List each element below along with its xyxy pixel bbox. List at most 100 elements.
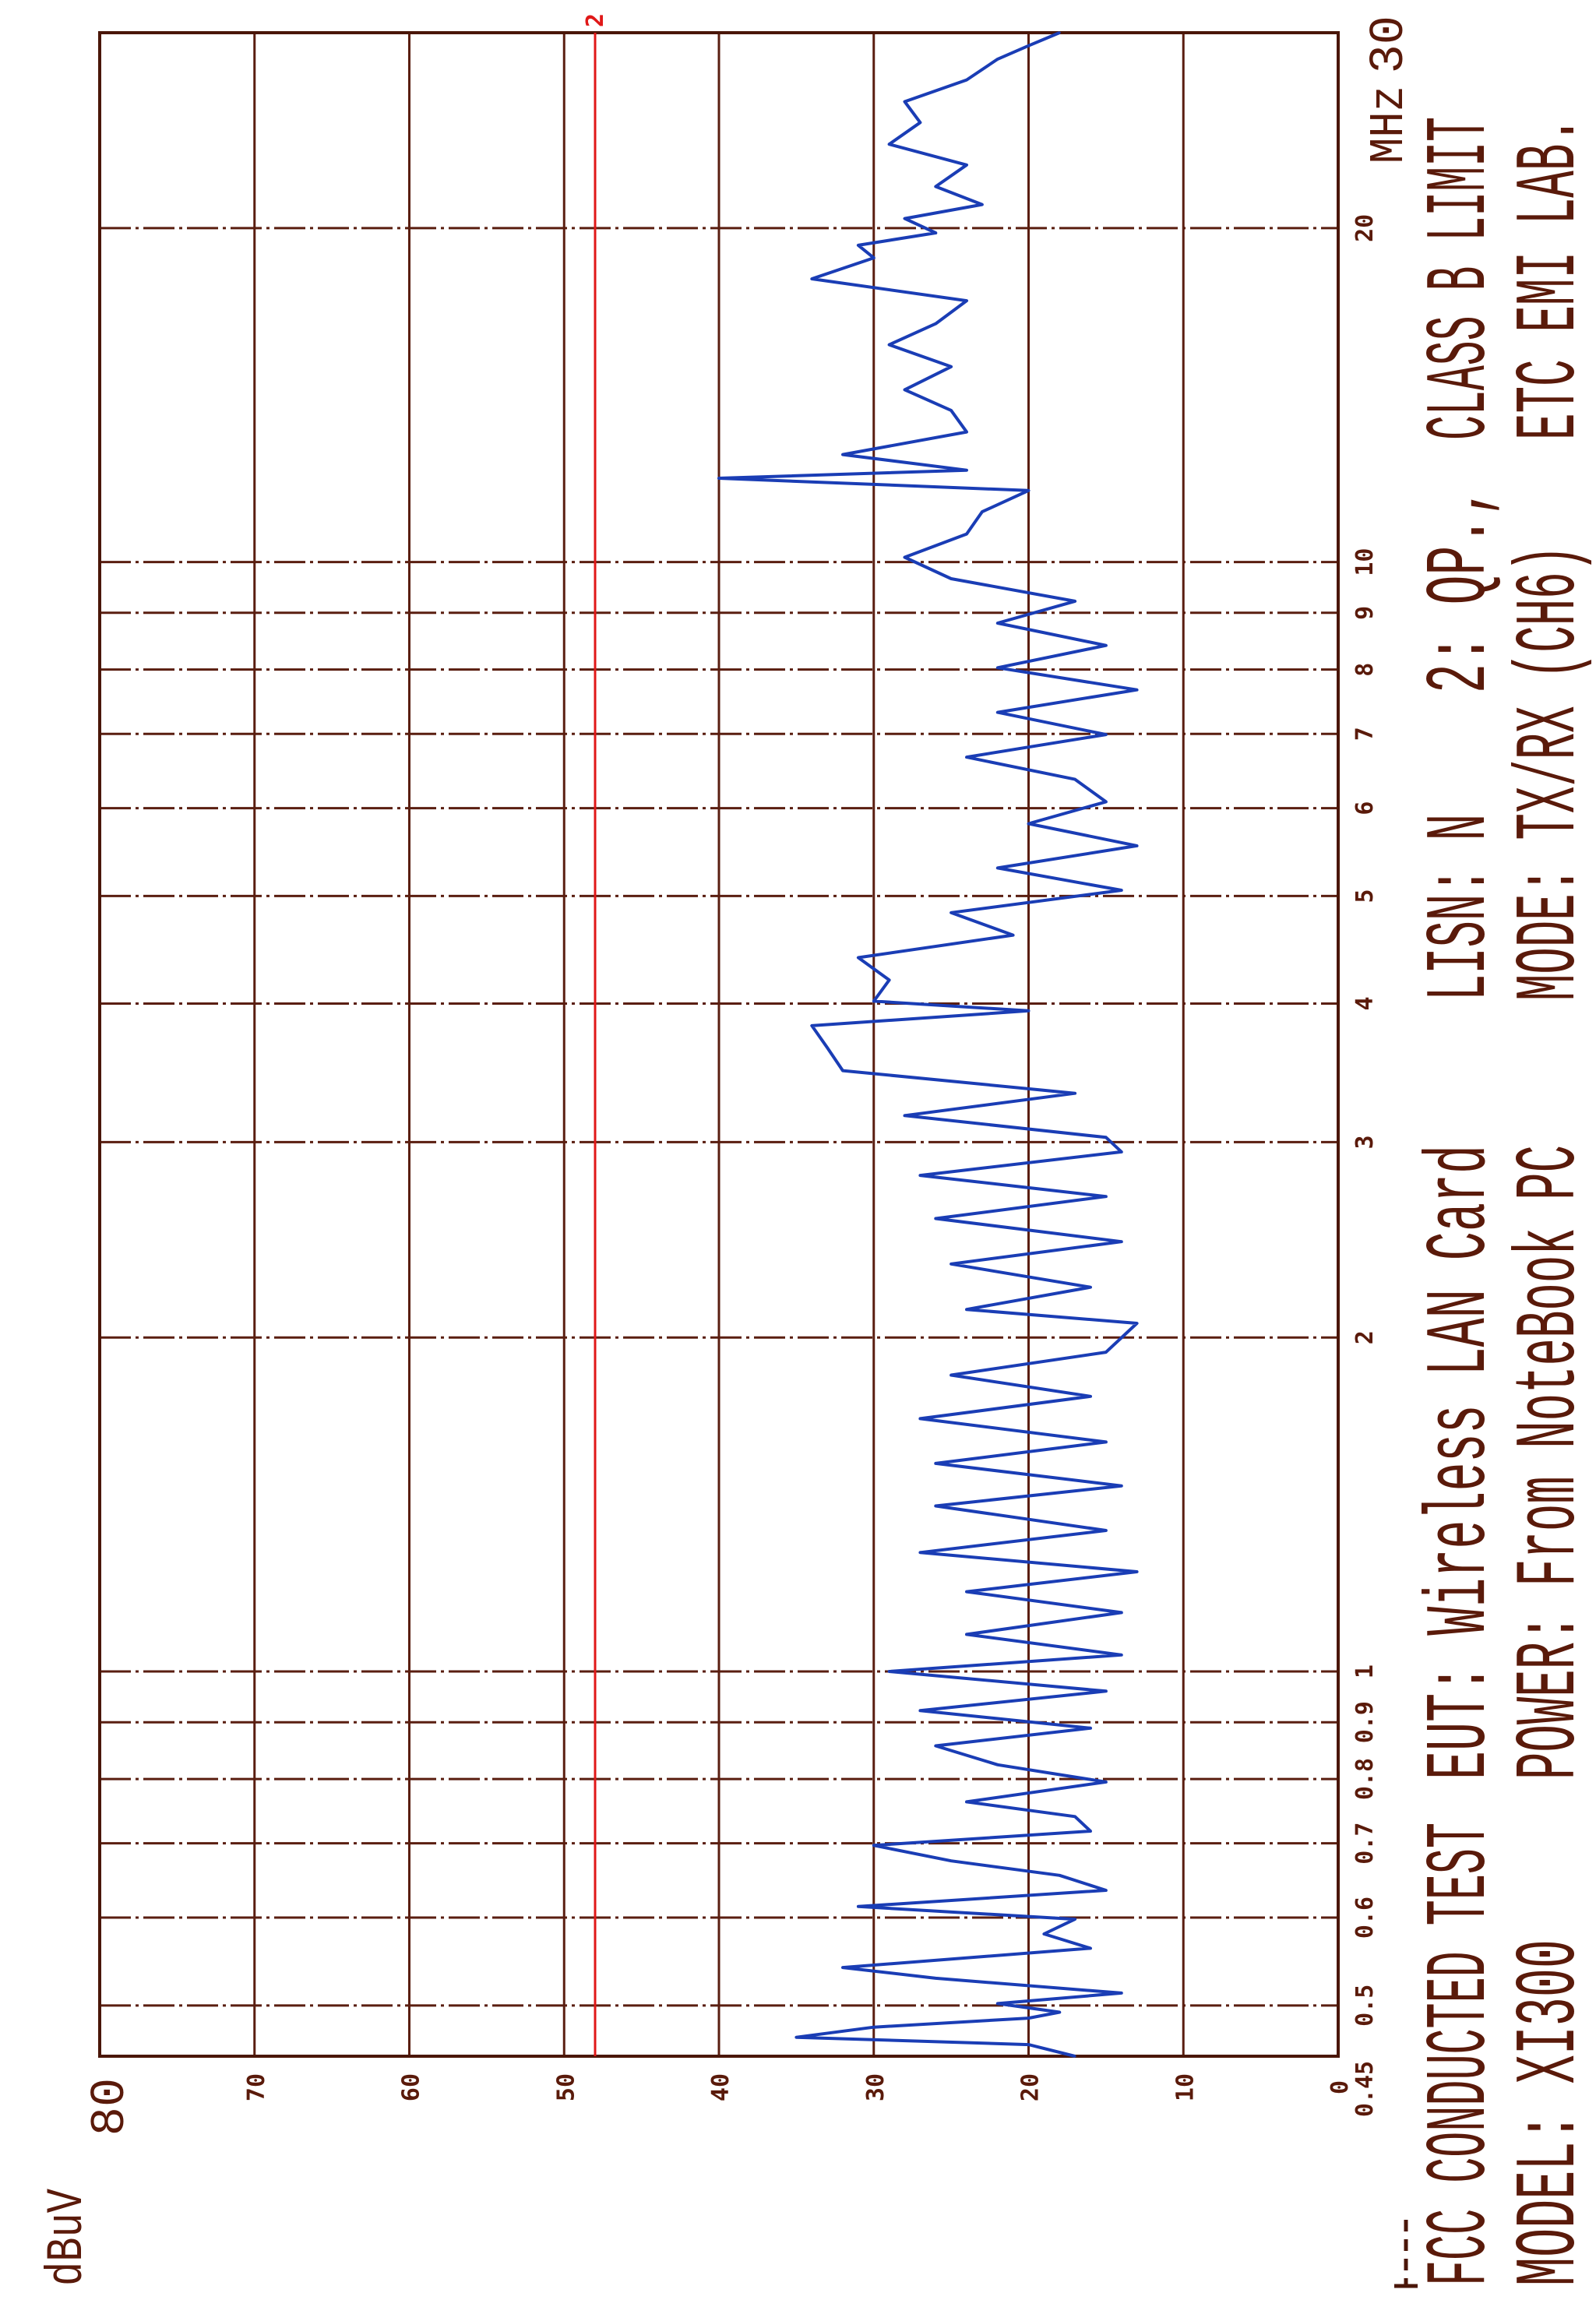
trace-point [1027, 2043, 1030, 2046]
trace-point [1105, 1440, 1108, 1443]
trace-point [1120, 1654, 1123, 1657]
detector-label: 2: QP., [1413, 487, 1510, 693]
trace-point [1105, 1780, 1108, 1784]
trace-point [1105, 1136, 1108, 1139]
trace-point [1105, 800, 1108, 803]
trace-point [996, 866, 999, 869]
trace-point [1058, 1874, 1061, 1877]
trace-point [965, 164, 968, 167]
trace-point [1027, 489, 1030, 492]
trace-point [965, 1633, 968, 1636]
x-tick-label: 2 [1351, 1330, 1379, 1344]
trace-point [1105, 1529, 1108, 1532]
x-axis-unit-label: MHz [1362, 86, 1417, 164]
trace-point [841, 1966, 844, 1969]
tick-labels: 0 10 20 30 40 50 60 70 80 0.45 0.5 0.6 0.7 0.8 0.9 1 2 3 4… [83, 16, 1417, 2136]
trace-point [934, 1462, 937, 1465]
trace-point [857, 1905, 860, 1908]
trace-point [934, 1744, 937, 1747]
trace-point [1120, 1611, 1123, 1614]
trace-point [934, 1977, 937, 1980]
trace-group [717, 31, 1139, 2058]
trace-point [1073, 1092, 1076, 1095]
trace-point [965, 431, 968, 434]
trace-point [965, 533, 968, 536]
x-tick-label: 0.5 [1351, 1985, 1379, 2027]
trace-point [1136, 1570, 1139, 1573]
trace-point [996, 58, 999, 61]
trace-point [904, 555, 906, 558]
trace-point [965, 1590, 968, 1594]
trace-point [1120, 1992, 1123, 1995]
y-tick-label: 20 [1017, 2073, 1045, 2101]
trace-point [1027, 44, 1030, 48]
trace-point [888, 1670, 891, 1673]
power-label: POWER: From NoteBook PC [1503, 1145, 1596, 1780]
trace-point [1105, 1889, 1108, 1892]
trace-point [872, 999, 876, 1002]
annotation-block: FCC CONDUCTED TEST EUT: Wireless LAN Car… [1413, 117, 1596, 2286]
trace-point [1073, 2055, 1076, 2058]
trace-point [934, 185, 937, 188]
trace-point [904, 217, 906, 220]
x-tick-label: 4 [1351, 996, 1379, 1010]
trace-point [996, 666, 999, 669]
trace-point [904, 388, 906, 391]
trace-point [1120, 1240, 1123, 1243]
trace-point [981, 510, 984, 513]
trace-point [717, 477, 720, 480]
trace-point [1042, 1932, 1045, 1935]
trace-point [965, 79, 968, 82]
limit-line-label: 2 [582, 13, 609, 27]
trace-point [872, 1844, 876, 1847]
x-tick-label: 0.7 [1351, 1823, 1379, 1865]
trace-point [888, 143, 891, 146]
trace-point [965, 1308, 968, 1311]
trace-point [1073, 600, 1076, 603]
trace-point [965, 1800, 968, 1803]
trace-point [1105, 1351, 1108, 1354]
trace-point [888, 343, 891, 347]
trace-point [949, 1263, 953, 1266]
trace-point [918, 1417, 921, 1420]
grid [100, 33, 1338, 2056]
x-tick-label: 3 [1351, 1135, 1379, 1149]
trace-point [904, 100, 906, 104]
trace-point [996, 1763, 999, 1766]
trace-point [888, 978, 891, 981]
trace-point [872, 256, 876, 259]
trace-point [1073, 1918, 1076, 1921]
legend-line-marker [1394, 2220, 1418, 2288]
trace-point [949, 1373, 953, 1376]
trace-point [1073, 1815, 1076, 1818]
trace-point [1105, 1689, 1108, 1692]
x-tick-label: 0.8 [1351, 1758, 1379, 1800]
trace-point [1105, 1195, 1108, 1198]
trace-point [918, 1709, 921, 1712]
trace-point [918, 1551, 921, 1554]
lab-label: ETC EMI LAB. [1503, 117, 1596, 440]
trace-point [1089, 1830, 1092, 1833]
x-tick-label: 7 [1351, 727, 1379, 741]
x-tick-label: 10 [1351, 548, 1379, 576]
trace-point [1027, 2016, 1030, 2020]
x-tick-label: 6 [1351, 801, 1379, 815]
trace-point [857, 244, 860, 247]
x-tick-label: 5 [1351, 889, 1379, 903]
y-tick-label: 0 [1326, 2080, 1354, 2094]
trace-point [904, 1114, 906, 1117]
y-tick-label: 40 [707, 2073, 735, 2101]
measurement-trace [717, 31, 1139, 2058]
trace-point [841, 1069, 844, 1073]
trace-point [949, 577, 953, 580]
lisn-label: LISN: N [1413, 814, 1510, 1001]
trace-point [1012, 934, 1015, 937]
x-tick-label: 9 [1351, 606, 1379, 620]
trace-point [949, 409, 953, 412]
trace-point [1073, 778, 1076, 781]
x-tick-label: 0.45 [1351, 2061, 1379, 2117]
y-tick-label: 60 [398, 2073, 425, 2101]
trace-point [949, 1859, 953, 1862]
test-title: FCC CONDUCTED TEST [1413, 1823, 1510, 2286]
trace-point [981, 203, 984, 206]
